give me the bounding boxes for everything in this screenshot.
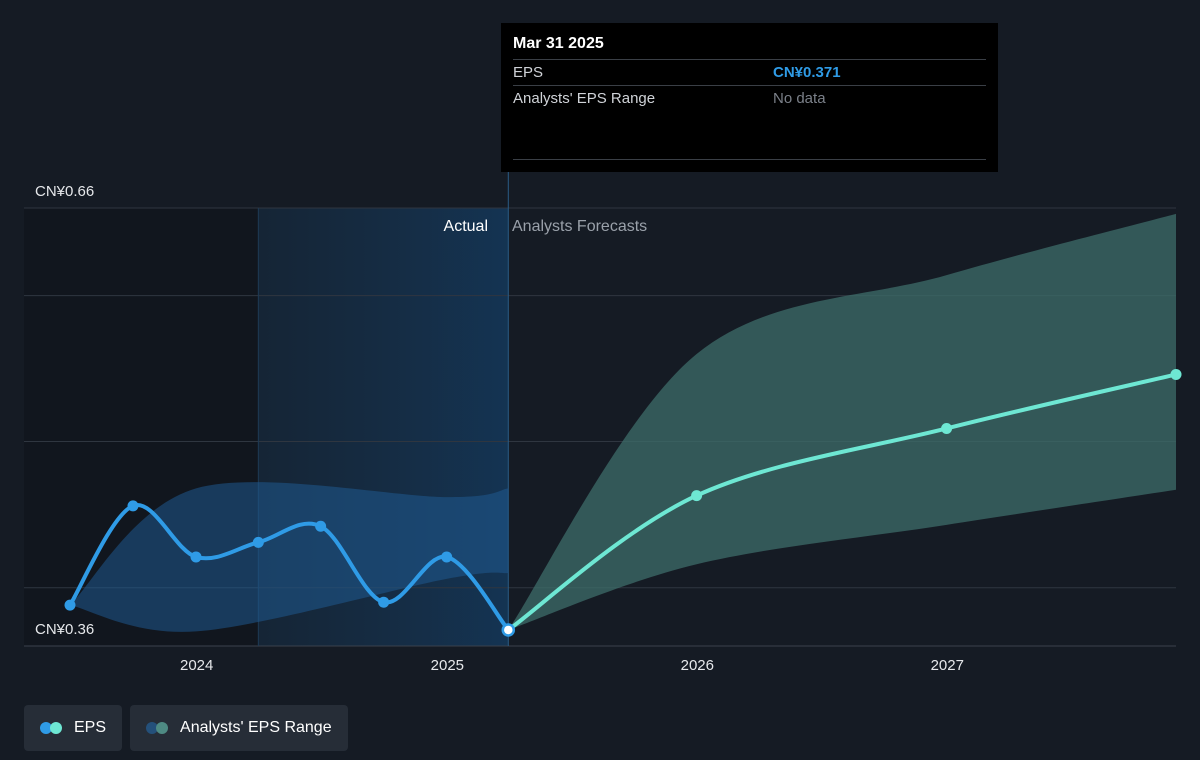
x-axis-ticks: 2024 2025 2026 2027 — [180, 657, 964, 674]
x-tick-label: 2027 — [931, 657, 964, 674]
actual-range-band — [70, 482, 509, 632]
eps-chart: CN¥0.66 CN¥0.36 Actual Analysts Forecast… — [24, 172, 1182, 674]
eps-forecast-line — [506, 372, 1178, 632]
legend-label-range: Analysts' EPS Range — [180, 719, 332, 736]
range-layer — [70, 213, 1176, 632]
x-tick-label: 2026 — [681, 657, 714, 674]
eps-actual-point[interactable] — [64, 599, 76, 611]
eps-current-point[interactable] — [501, 623, 516, 637]
eps-actual-point[interactable] — [190, 551, 202, 563]
x-tick-label: 2024 — [180, 657, 213, 674]
y-tick-label-top: CN¥0.66 — [35, 183, 94, 200]
eps-forecast-point[interactable] — [1170, 368, 1182, 380]
region-label-forecast: Analysts Forecasts — [512, 218, 647, 235]
range-dots-icon — [146, 722, 170, 734]
eps-actual-point[interactable] — [252, 536, 264, 548]
chart-legend: EPS Analysts' EPS Range — [24, 705, 348, 751]
point-layer — [64, 368, 1182, 637]
y-tick-label-bottom: CN¥0.36 — [35, 621, 94, 638]
tooltip-eps-label: EPS — [513, 64, 544, 81]
tooltip-divider — [513, 159, 986, 160]
legend-item-range[interactable]: Analysts' EPS Range — [130, 705, 348, 751]
legend-label-eps: EPS — [74, 719, 107, 736]
tooltip-row-range: Analysts' EPS Range No data — [513, 85, 986, 111]
legend-item-eps[interactable]: EPS — [24, 705, 123, 751]
tooltip-range-label: Analysts' EPS Range — [513, 90, 656, 107]
eps-dots-icon — [40, 722, 64, 734]
eps-actual-point[interactable] — [127, 500, 139, 512]
tooltip-range-value: No data — [773, 90, 826, 107]
hover-tooltip: Mar 31 2025 EPS CN¥0.371 Analysts' EPS R… — [501, 23, 998, 172]
eps-forecast-point[interactable] — [941, 422, 953, 434]
eps-actual-point[interactable] — [378, 596, 390, 608]
tooltip-row-eps: EPS CN¥0.371 — [513, 59, 986, 85]
region-label-actual: Actual — [444, 218, 488, 235]
x-tick-label: 2025 — [431, 657, 464, 674]
tooltip-date: Mar 31 2025 — [513, 35, 604, 52]
tooltip-eps-value: CN¥0.371 — [773, 64, 841, 81]
eps-actual-point[interactable] — [441, 551, 453, 563]
label-layer: CN¥0.66 CN¥0.36 Actual Analysts Forecast… — [35, 183, 647, 638]
eps-forecast-point[interactable] — [691, 490, 703, 502]
eps-actual-point[interactable] — [315, 520, 327, 532]
forecast-range-band — [508, 213, 1176, 630]
